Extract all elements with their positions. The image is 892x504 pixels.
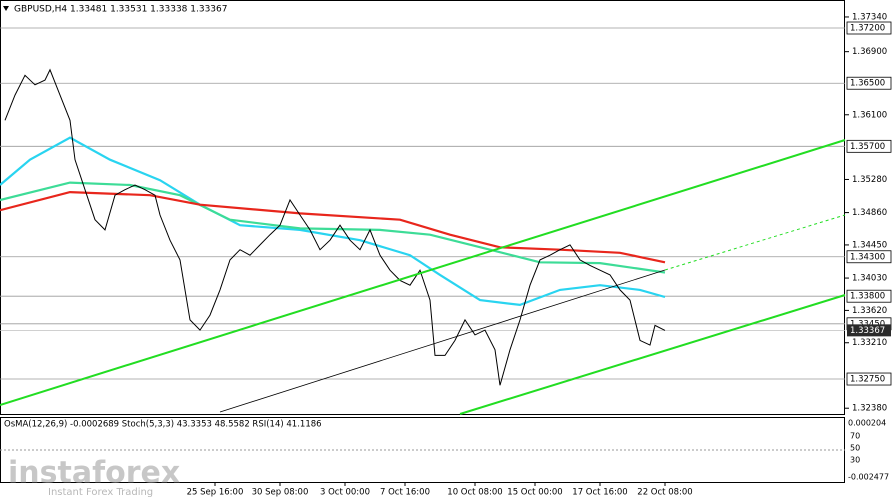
level-box	[846, 289, 892, 303]
trend-line	[664, 214, 846, 271]
level-box	[846, 372, 892, 386]
x-tick-label: 25 Sep 16:00	[187, 488, 244, 498]
x-tick-label: 17 Oct 16:00	[572, 488, 627, 498]
y-tick-label: 1.35280	[852, 175, 887, 185]
level-box	[846, 139, 892, 153]
oscillator-level: 50	[850, 444, 860, 453]
y-tick-label: 1.34030	[852, 274, 887, 284]
level-label: 1.35700	[850, 142, 885, 152]
trend-line	[0, 139, 846, 406]
oscillator-label: OsMA(12,26,9) -0.0002689 Stoch(5,3,3) 43…	[4, 420, 322, 430]
oscillator-level: 30	[850, 456, 860, 465]
y-tick-label: 1.36900	[852, 47, 887, 57]
y-tick-label: 1.36100	[852, 110, 887, 120]
main-panel	[0, 0, 845, 415]
y-tick-label: 1.37340	[852, 12, 887, 22]
x-tick-label: 22 Oct 08:00	[637, 488, 692, 498]
level-box	[846, 76, 892, 90]
level-box	[846, 21, 892, 35]
x-tick-label: 15 Oct 00:00	[507, 488, 562, 498]
symbol-header: GBPUSD,H4 1.33481 1.33531 1.33338 1.3336…	[14, 5, 227, 15]
current-price-label: 1.33367	[850, 326, 885, 336]
trend-line	[459, 294, 846, 415]
watermark: instaforex	[8, 456, 180, 491]
x-tick-label: 7 Oct 16:00	[380, 488, 430, 498]
level-label: 1.34300	[850, 252, 885, 262]
level-box	[846, 250, 892, 264]
x-tick-label: 10 Oct 08:00	[447, 488, 502, 498]
y-tick-label: 1.33620	[852, 306, 887, 316]
plot-area	[0, 27, 845, 386]
header-arrow	[3, 6, 9, 11]
y-tick-label: 1.34450	[852, 240, 887, 250]
level-label: 1.33450	[850, 319, 885, 329]
x-tick-label: 30 Sep 08:00	[252, 488, 309, 498]
x-tick-label: 3 Oct 00:00	[320, 488, 370, 498]
oscillator-level: 70	[850, 432, 860, 441]
price-line	[4, 68, 666, 386]
watermark-tagline: Instant Forex Trading	[48, 487, 153, 498]
moving-average	[0, 181, 666, 274]
level-label: 1.36500	[850, 79, 885, 89]
oscillator-axis-top: 0.000204	[848, 419, 886, 428]
level-label: 1.37200	[850, 24, 885, 34]
moving-average	[0, 136, 666, 307]
y-tick-label: 1.34860	[852, 208, 887, 218]
y-tick-label: 1.32380	[852, 404, 887, 414]
y-tick-label: 1.33210	[852, 338, 887, 348]
trend-line	[219, 269, 666, 413]
level-label: 1.33800	[850, 292, 885, 302]
moving-average	[0, 190, 666, 264]
level-label: 1.32750	[850, 375, 885, 385]
oscillator-axis-bottom: -0.002477	[848, 473, 889, 482]
current-price-box	[847, 324, 891, 337]
